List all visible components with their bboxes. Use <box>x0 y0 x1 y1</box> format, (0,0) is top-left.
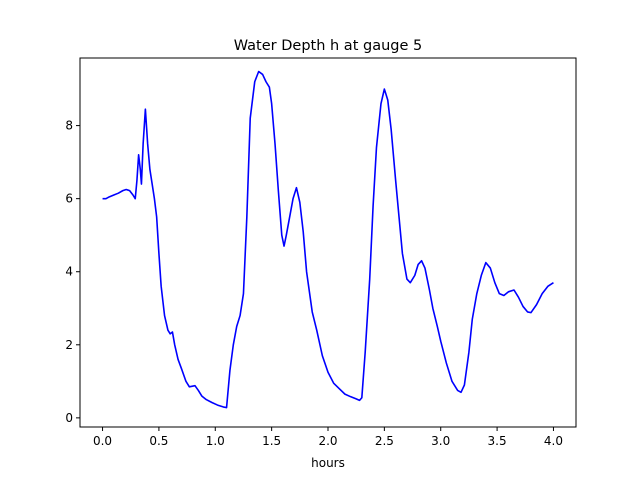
y-tick-label: 8 <box>65 119 73 133</box>
x-tick-label: 0.5 <box>149 434 168 448</box>
x-tick-label: 2.5 <box>375 434 394 448</box>
x-tick-label: 0.0 <box>93 434 112 448</box>
y-tick-label: 4 <box>65 265 73 279</box>
axes-frame <box>79 57 577 428</box>
y-tick-label: 2 <box>65 338 73 352</box>
x-tick-label: 2.0 <box>318 434 337 448</box>
x-tick-label: 1.0 <box>206 434 225 448</box>
chart-title: Water Depth h at gauge 5 <box>234 38 422 54</box>
y-tick-label: 0 <box>65 411 73 425</box>
x-tick-label: 3.5 <box>488 434 507 448</box>
axis-ticks: 0.0 0.5 1.0 1.5 2.0 2.5 3.0 3.5 4.0 0 2 4 6 8 <box>65 119 563 448</box>
x-tick-label: 4.0 <box>544 434 563 448</box>
x-axis-label: hours <box>311 456 345 470</box>
x-tick-label: 3.0 <box>431 434 450 448</box>
y-tick-label: 6 <box>65 192 73 206</box>
x-tick-label: 1.5 <box>262 434 281 448</box>
series-line-0 <box>102 70 554 409</box>
plot-area <box>102 70 554 409</box>
